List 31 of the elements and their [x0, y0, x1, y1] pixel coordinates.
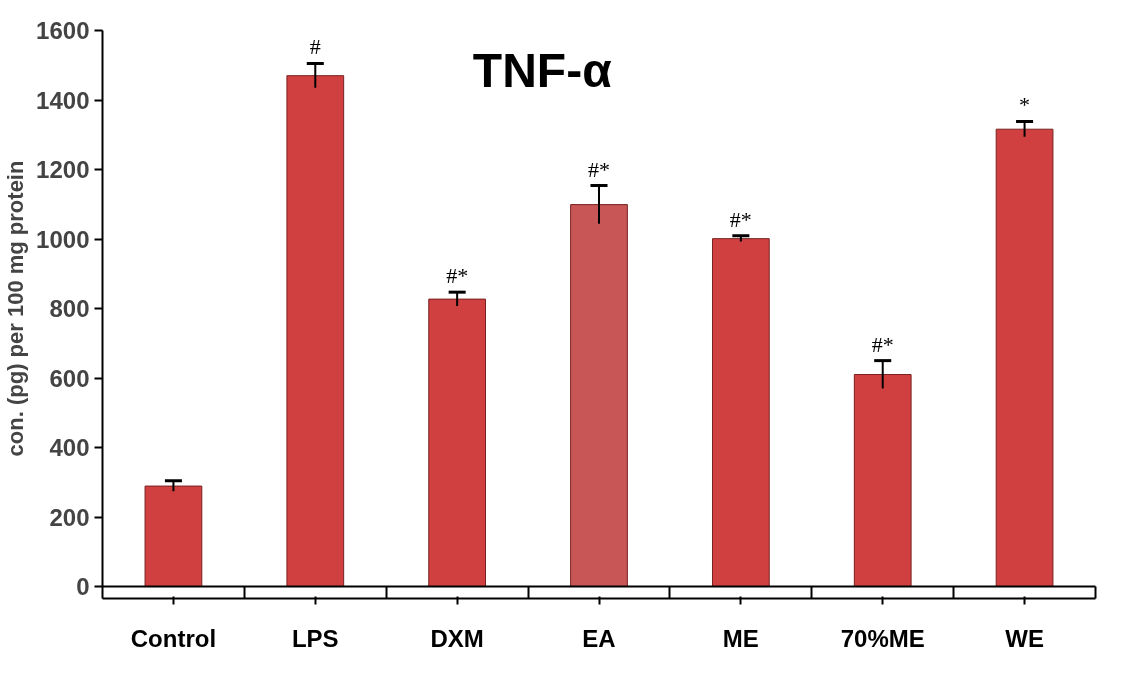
y-tick-label: 1000	[36, 225, 90, 253]
bar	[286, 75, 345, 587]
x-tick-label: ME	[722, 624, 759, 652]
x-tick-label: LPS	[291, 624, 339, 652]
annotation: #	[309, 34, 321, 60]
y-tick-label: 1200	[36, 156, 90, 183]
bar	[995, 128, 1054, 587]
bar	[144, 485, 203, 587]
y-tick-label: 800	[49, 295, 90, 322]
y-tick-label: 1400	[36, 86, 90, 114]
annotation: #*	[588, 156, 610, 182]
x-tick-label: WE	[1005, 624, 1044, 652]
y-tick-label: 400	[49, 434, 90, 461]
bar	[570, 204, 628, 587]
x-tick-label: DXM	[430, 624, 484, 652]
y-tick-label: 1600	[36, 17, 90, 44]
y-tick-label: 600	[49, 364, 90, 392]
y-tick-label: 0	[76, 573, 90, 600]
x-tick-label: EA	[582, 624, 616, 652]
y-axis-title: con. (pg) per 100 mg protein	[3, 160, 29, 457]
bar	[711, 238, 770, 587]
x-tick-label: Control	[130, 624, 217, 652]
y-tick-label: 200	[49, 503, 90, 531]
chart-title: TNF-α	[472, 44, 613, 98]
x-tick-label: 70%ME	[840, 624, 925, 652]
annotation: #*	[729, 206, 752, 232]
bar	[853, 374, 912, 587]
annotation: #*	[871, 331, 894, 357]
annotation: #*	[446, 263, 469, 289]
bar	[428, 298, 487, 587]
annotation: *	[1019, 92, 1031, 118]
